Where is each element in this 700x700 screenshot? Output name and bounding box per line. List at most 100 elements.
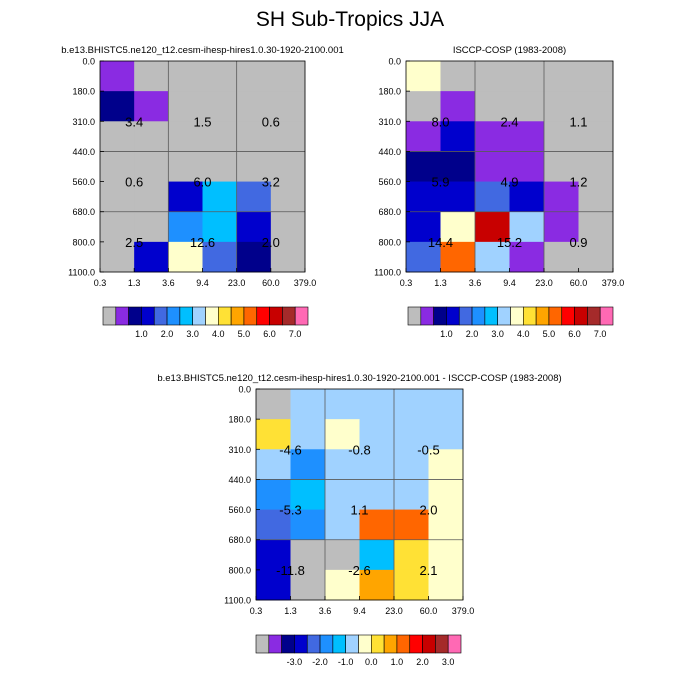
heatmap-cell bbox=[406, 241, 441, 273]
heatmap-cell bbox=[134, 91, 169, 122]
colorbar-label: 3.0 bbox=[186, 329, 199, 339]
heatmap-cell bbox=[270, 121, 306, 152]
y-tick-label: 680.0 bbox=[72, 207, 95, 217]
block-value-label: -0.5 bbox=[417, 442, 439, 457]
heatmap-cell bbox=[290, 479, 326, 510]
heatmap-cell bbox=[428, 449, 464, 480]
heatmap-cell bbox=[202, 91, 238, 122]
heatmap-cell bbox=[256, 479, 291, 510]
y-tick-label: 180.0 bbox=[72, 87, 95, 97]
colorbar-swatch bbox=[294, 306, 309, 326]
heatmap-cell bbox=[168, 181, 203, 213]
block-value-label: -11.8 bbox=[276, 563, 305, 578]
heatmap-cell bbox=[256, 449, 291, 480]
colorbar-label: 2.0 bbox=[416, 657, 429, 667]
block-value-label: 12.6 bbox=[190, 235, 215, 250]
colorbar-swatch bbox=[205, 306, 219, 326]
heatmap-cell bbox=[406, 121, 441, 152]
colorbar: 1.0 2.0 3.0 4.0 5.0 6.0 7.0 bbox=[407, 306, 614, 339]
heatmap-cell bbox=[256, 539, 291, 571]
colorbar-swatch bbox=[471, 306, 486, 326]
heatmap-cell bbox=[100, 211, 135, 243]
heatmap-cell bbox=[100, 241, 135, 273]
y-tick-label: 1100.0 bbox=[224, 596, 251, 606]
heatmap-cell bbox=[236, 121, 272, 152]
heatmap-cell bbox=[394, 509, 429, 541]
heatmap-cell bbox=[256, 419, 291, 450]
block-value-label: 6.0 bbox=[193, 175, 211, 190]
x-tick-label: 23.0 bbox=[535, 278, 553, 288]
colorbar-label: 4.0 bbox=[517, 329, 530, 339]
y-tick-label: 800.0 bbox=[378, 237, 401, 247]
heatmap-cell bbox=[325, 419, 360, 450]
colorbar-swatch bbox=[179, 306, 193, 326]
colorbar-swatch bbox=[407, 306, 422, 326]
heatmap-cell bbox=[325, 509, 360, 541]
heatmap-cell bbox=[440, 151, 476, 182]
heatmap-cell bbox=[236, 151, 272, 182]
heatmap-cell bbox=[509, 121, 545, 152]
colorbar-label: 2.0 bbox=[161, 329, 174, 339]
heatmap-cell bbox=[544, 61, 579, 92]
heatmap-cell bbox=[100, 151, 135, 182]
colorbar-swatch bbox=[358, 634, 372, 654]
block-value-label: 2.5 bbox=[125, 235, 143, 250]
block-value-label: 0.6 bbox=[125, 175, 143, 190]
colorbar-swatch bbox=[269, 306, 283, 326]
x-tick-label: 60.0 bbox=[262, 278, 280, 288]
heatmap-cell bbox=[236, 241, 272, 273]
y-tick-label: 560.0 bbox=[72, 177, 95, 187]
heatmap-cell bbox=[290, 449, 326, 480]
y-tick-label: 800.0 bbox=[228, 565, 251, 575]
colorbar-label: 0.0 bbox=[365, 657, 378, 667]
heatmap-cell bbox=[509, 151, 545, 182]
heatmap-cell bbox=[440, 121, 476, 152]
heatmap-cell bbox=[406, 61, 441, 92]
heatmap-cell bbox=[202, 211, 238, 243]
colorbar-swatch bbox=[282, 306, 296, 326]
heatmap-cell bbox=[578, 241, 614, 273]
block-value-label: 2.4 bbox=[500, 114, 518, 129]
colorbar-label: 1.0 bbox=[440, 329, 453, 339]
block-value-label: 1.1 bbox=[569, 114, 587, 129]
colorbar-label: 6.0 bbox=[568, 329, 581, 339]
heatmap-cell bbox=[359, 479, 395, 510]
x-tick-label: 60.0 bbox=[570, 278, 588, 288]
y-tick-label: 1100.0 bbox=[374, 268, 401, 278]
heatmap-cell bbox=[428, 419, 464, 450]
y-tick-label: 680.0 bbox=[378, 207, 401, 217]
heatmap-cell bbox=[578, 151, 614, 182]
colorbar-swatch bbox=[599, 306, 614, 326]
heatmap-cell bbox=[509, 211, 545, 243]
heatmap-cell bbox=[270, 61, 306, 92]
heatmap-cell bbox=[509, 61, 545, 92]
y-tick-label: 560.0 bbox=[378, 177, 401, 187]
colorbar-label: 7.0 bbox=[594, 329, 607, 339]
heatmap-cell bbox=[256, 509, 291, 541]
panel-title: b.e13.BHISTC5.ne120_t12.cesm-ihesp-hires… bbox=[157, 373, 561, 384]
heatmap-cell bbox=[406, 91, 441, 122]
colorbar-swatch bbox=[128, 306, 142, 326]
y-tick-label: 0.0 bbox=[388, 57, 401, 67]
x-tick-label: 3.6 bbox=[319, 606, 332, 616]
block-value-label: 2.0 bbox=[262, 235, 280, 250]
block-value-label: 2.1 bbox=[419, 563, 437, 578]
heatmap-cell bbox=[359, 539, 395, 571]
block-value-label: -2.6 bbox=[348, 563, 370, 578]
x-tick-label: 9.4 bbox=[196, 278, 209, 288]
heatmap-cell bbox=[290, 389, 326, 420]
colorbar-swatch bbox=[218, 306, 232, 326]
heatmap-cell bbox=[134, 211, 169, 243]
heatmap-cell bbox=[325, 539, 360, 571]
colorbar-swatch bbox=[497, 306, 511, 326]
heatmap-cell bbox=[236, 211, 272, 243]
y-tick-label: 0.0 bbox=[238, 385, 251, 395]
colorbar-label: 1.0 bbox=[135, 329, 148, 339]
y-tick-label: 310.0 bbox=[378, 117, 401, 127]
heatmap-cell bbox=[168, 91, 203, 122]
heatmap-cell bbox=[359, 449, 395, 480]
heatmap-cell bbox=[428, 479, 464, 510]
colorbar-swatch bbox=[141, 306, 155, 326]
colorbar-swatch bbox=[435, 634, 449, 654]
